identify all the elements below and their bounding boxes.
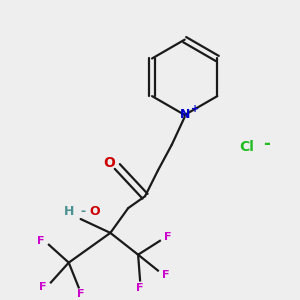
Text: F: F	[77, 289, 84, 299]
Text: F: F	[164, 232, 172, 242]
Text: F: F	[37, 236, 45, 246]
Text: N: N	[179, 109, 190, 122]
Text: Cl: Cl	[240, 140, 255, 154]
Text: F: F	[39, 282, 47, 292]
Text: +: +	[190, 104, 199, 114]
Text: -: -	[263, 135, 270, 153]
Text: O: O	[89, 205, 100, 218]
Text: O: O	[103, 155, 115, 170]
Text: H: H	[64, 205, 74, 218]
Text: F: F	[162, 269, 169, 280]
Text: -: -	[80, 205, 85, 218]
Text: F: F	[136, 284, 144, 293]
